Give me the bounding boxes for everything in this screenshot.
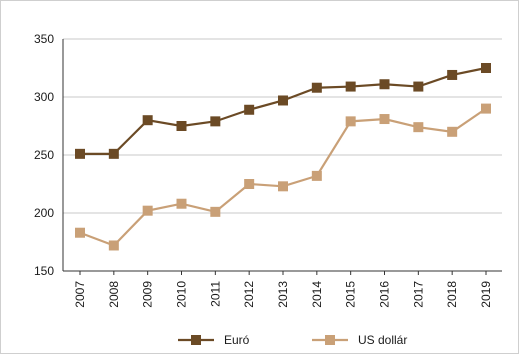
data-point-marker bbox=[142, 205, 153, 216]
data-point-marker bbox=[379, 114, 390, 125]
data-point-marker bbox=[311, 82, 322, 93]
x-tick-label: 2015 bbox=[344, 281, 358, 308]
y-tick-label: 350 bbox=[34, 32, 54, 46]
data-point-marker bbox=[244, 179, 255, 189]
series-layer bbox=[75, 63, 491, 251]
x-tick-label: 2010 bbox=[175, 281, 189, 308]
data-point-marker bbox=[75, 227, 85, 238]
data-point-marker bbox=[108, 148, 119, 159]
y-tick-label: 150 bbox=[34, 264, 54, 278]
x-tick-label: 2012 bbox=[242, 281, 256, 308]
data-point-marker bbox=[311, 170, 322, 181]
y-tick-label: 250 bbox=[34, 148, 54, 162]
legend-marker bbox=[191, 335, 201, 345]
y-axis: 150 200 250 300 350 bbox=[34, 32, 64, 278]
x-axis: 2007 2008 2009 2010 2011 2012 2013 2014 2015 2016… bbox=[73, 271, 493, 308]
data-point-marker bbox=[75, 148, 85, 159]
x-tick-label: 2008 bbox=[107, 281, 121, 308]
x-tick-label: 2009 bbox=[141, 281, 155, 308]
legend-label: US dollár bbox=[358, 333, 407, 347]
data-point-marker bbox=[176, 198, 187, 209]
data-point-marker bbox=[176, 121, 187, 131]
x-tick-label: 2014 bbox=[310, 281, 324, 308]
series-line-1 bbox=[79, 107, 487, 247]
data-point-marker bbox=[447, 69, 458, 80]
x-tick-label: 2007 bbox=[73, 281, 87, 308]
data-point-marker bbox=[278, 181, 288, 192]
x-tick-label: 2016 bbox=[378, 281, 392, 308]
data-point-marker bbox=[447, 126, 458, 137]
data-point-marker bbox=[345, 116, 356, 127]
data-point-marker bbox=[413, 122, 424, 133]
data-point-marker bbox=[278, 95, 288, 106]
data-point-marker bbox=[345, 81, 356, 92]
series-line-0 bbox=[80, 66, 487, 155]
x-tick-label: 2019 bbox=[479, 281, 493, 308]
gridlines bbox=[63, 38, 502, 272]
x-tick-label: 2013 bbox=[276, 281, 290, 308]
legend-label: Euró bbox=[224, 333, 250, 347]
data-point-marker bbox=[481, 103, 491, 114]
y-tick-label: 300 bbox=[34, 90, 54, 104]
data-point-marker bbox=[108, 240, 119, 251]
data-point-marker bbox=[379, 79, 390, 90]
legend-marker bbox=[325, 335, 335, 345]
x-tick-label: 2017 bbox=[411, 281, 425, 308]
data-point-marker bbox=[244, 104, 255, 115]
legend: Euró US dollár bbox=[178, 333, 407, 347]
x-tick-label: 2018 bbox=[445, 281, 459, 308]
x-tick-label: 2011 bbox=[208, 281, 222, 307]
data-point-marker bbox=[142, 115, 153, 126]
data-point-marker bbox=[210, 206, 221, 217]
legend-item-1: US dollár bbox=[312, 333, 407, 347]
legend-item-0: Euró bbox=[178, 333, 250, 347]
data-point-marker bbox=[210, 116, 221, 127]
y-tick-label: 200 bbox=[34, 206, 54, 220]
data-point-marker bbox=[481, 63, 491, 73]
data-point-marker bbox=[413, 81, 424, 92]
